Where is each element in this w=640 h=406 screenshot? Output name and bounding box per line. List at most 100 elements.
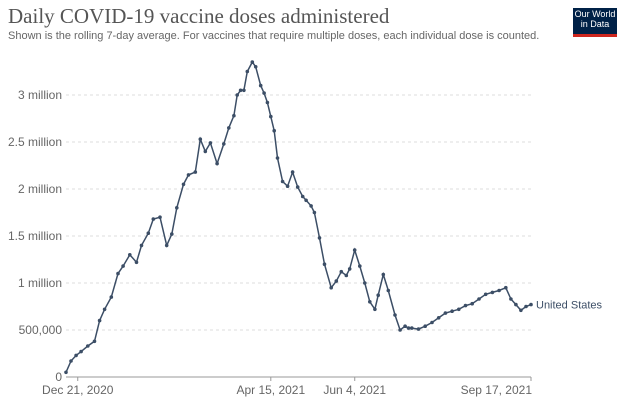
data-point (423, 324, 428, 329)
data-point (436, 316, 441, 320)
y-tick-label: 2.5 million (8, 135, 62, 149)
data-point (79, 349, 83, 354)
data-point (64, 370, 68, 375)
y-tick-label: 1 million (18, 276, 62, 290)
y-tick-label: 0 (55, 370, 62, 384)
x-tick-label: Jun 4, 2021 (323, 383, 386, 397)
series-line-0 (65, 60, 532, 373)
data-point (215, 161, 219, 166)
y-axis: 0 500,000 1 million 1.5 million 2 million 2.5… (8, 88, 62, 384)
data-point (450, 309, 454, 314)
x-tick-label: Sep 17, 2021 (461, 383, 533, 397)
series-layer: United States (64, 60, 603, 375)
data-point (368, 300, 372, 304)
data-point (504, 285, 508, 290)
data-point (322, 262, 327, 267)
data-point (416, 327, 421, 331)
data-point (181, 182, 186, 187)
data-point (134, 260, 139, 265)
data-point (92, 339, 97, 344)
data-point (238, 88, 243, 93)
data-point (373, 307, 377, 312)
logo-line-2: in Data (580, 19, 610, 29)
data-point (352, 248, 357, 252)
data-point (398, 328, 402, 332)
data-point (262, 91, 266, 95)
data-point (235, 93, 239, 97)
data-point (186, 173, 191, 177)
data-point (245, 69, 250, 74)
gridlines (66, 94, 531, 331)
data-point (146, 231, 151, 235)
data-point (109, 295, 114, 299)
data-point (280, 179, 285, 184)
data-point (497, 288, 501, 293)
data-point (158, 215, 162, 219)
logo-line-1: Our World (574, 9, 616, 19)
data-point (386, 288, 391, 293)
owid-logo[interactable]: Our World in Data (573, 8, 617, 37)
chart-subtitle: Shown is the rolling 7-day average. For … (8, 30, 540, 42)
series-label: United States (536, 300, 603, 312)
y-tick-label: 2 million (18, 182, 62, 196)
data-point (208, 141, 213, 145)
data-point (175, 206, 179, 210)
data-point (295, 185, 300, 189)
data-point (381, 272, 386, 277)
data-point (430, 320, 434, 325)
data-point (170, 232, 174, 236)
data-point (121, 264, 125, 268)
data-point (97, 318, 102, 323)
data-point (258, 83, 263, 88)
data-point (227, 126, 231, 130)
data-point (69, 359, 73, 363)
data-point (317, 236, 322, 240)
data-point (519, 308, 523, 313)
data-point (457, 307, 461, 312)
data-point (514, 302, 518, 307)
data-point (477, 297, 481, 301)
x-tick-label: Dec 21, 2020 (42, 383, 114, 397)
data-point (403, 324, 407, 329)
data-point (470, 301, 475, 306)
data-point (339, 269, 344, 274)
data-point (393, 313, 397, 317)
data-point (524, 304, 528, 309)
data-point (509, 297, 513, 301)
data-point (290, 170, 295, 174)
data-point (203, 149, 208, 154)
data-point (410, 326, 414, 330)
data-point (198, 137, 203, 141)
y-tick-label: 3 million (18, 88, 62, 102)
data-point (193, 170, 198, 174)
data-point (269, 114, 273, 119)
data-point (151, 217, 156, 221)
data-point (363, 281, 367, 285)
data-point (329, 285, 334, 290)
data-point (253, 65, 258, 69)
data-point (463, 303, 468, 308)
data-point (347, 267, 352, 271)
data-point (358, 264, 362, 268)
data-point (250, 60, 255, 64)
x-tick-label: Apr 15, 2021 (236, 383, 305, 397)
data-point (529, 302, 533, 307)
data-point (300, 194, 305, 199)
data-point (406, 326, 411, 330)
x-axis: Dec 21, 2020 Apr 15, 2021 Jun 4, 2021 Sep 1… (42, 376, 533, 397)
data-point (86, 344, 90, 348)
data-point (116, 271, 120, 276)
data-point (102, 307, 107, 312)
y-tick-label: 500,000 (19, 323, 63, 337)
data-point (334, 279, 339, 283)
chart-title: Daily COVID-19 vaccine doses administere… (8, 4, 390, 28)
data-point (232, 113, 236, 118)
data-point (344, 273, 349, 278)
data-point (74, 353, 78, 358)
data-point (272, 128, 277, 133)
data-point (222, 142, 226, 146)
data-point (128, 253, 132, 257)
data-point (139, 243, 144, 248)
data-point (164, 243, 169, 248)
